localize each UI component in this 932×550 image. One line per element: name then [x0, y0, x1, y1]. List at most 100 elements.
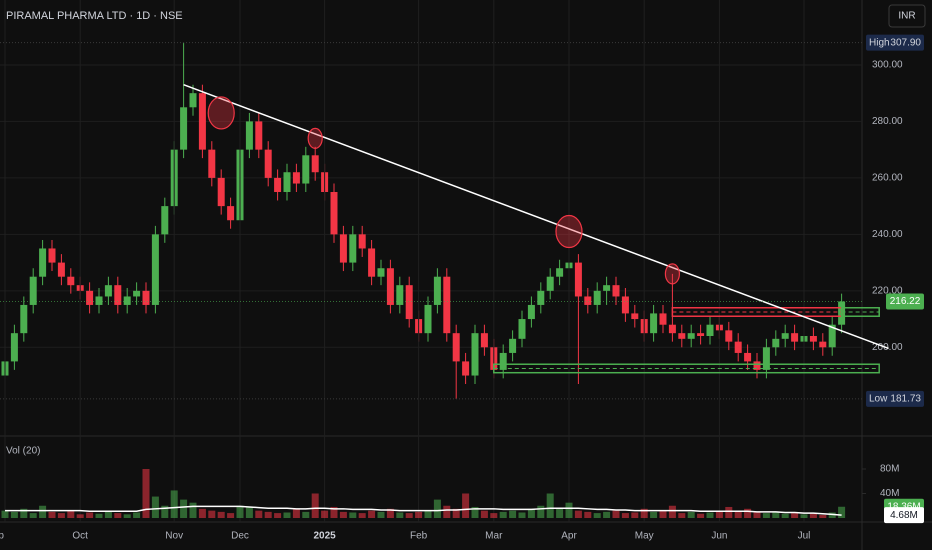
vol-tick-label: 40M [880, 488, 899, 499]
candle-body [349, 234, 357, 263]
candle-body [509, 338, 517, 353]
volume-bar [565, 502, 573, 518]
candle-body [292, 172, 300, 184]
candle-body [537, 290, 545, 305]
candle-body [39, 248, 47, 277]
candle-body [264, 149, 272, 178]
x-tick-label: Jul [798, 531, 811, 542]
candle-body [161, 206, 169, 235]
candle-body [245, 121, 253, 150]
volume-bar [311, 493, 319, 518]
volume-bar [20, 508, 28, 518]
candle-body [593, 290, 601, 305]
volume-tag-label: 4.68M [890, 510, 918, 521]
candle-body [753, 361, 761, 370]
last-price-label: 216.22 [890, 296, 921, 307]
tag-name: Low [869, 394, 888, 405]
candle-body [762, 347, 770, 370]
candle-body [142, 290, 150, 305]
volume-bar [386, 508, 394, 518]
volume-bar [678, 513, 686, 518]
candle-body [809, 336, 817, 342]
candle-body [20, 304, 28, 334]
candle-body [659, 313, 667, 325]
candle-body [443, 276, 451, 334]
volume-bar [725, 506, 733, 518]
trendline [183, 84, 889, 350]
volume-bar [236, 505, 244, 518]
candle-body [189, 93, 197, 108]
candle-body [819, 341, 827, 348]
volume-bar [10, 511, 18, 518]
candle-body [734, 341, 742, 353]
candle-body [10, 333, 18, 362]
candle-body [462, 361, 470, 376]
volume-bar [584, 511, 592, 518]
volume-bar [292, 508, 300, 518]
candle-body [29, 276, 37, 305]
volume-bar [603, 511, 611, 518]
volume-bar [621, 513, 629, 518]
volume-bar [358, 513, 366, 518]
candle-body [311, 155, 319, 173]
tag-box [866, 390, 924, 407]
volume-bar [245, 506, 253, 518]
currency-label[interactable]: INR [898, 11, 915, 22]
volume-bar [104, 511, 112, 518]
candle-body [114, 285, 122, 305]
volume-bar [781, 513, 789, 518]
volume-bar [819, 514, 827, 518]
volume-bar [640, 508, 648, 518]
x-tick-label: Dec [231, 531, 249, 542]
highlight-circle [207, 96, 235, 130]
candle-body [650, 313, 658, 334]
y-tick-label: 220.00 [872, 285, 903, 296]
chart-title: PIRAMAL PHARMA LTD · 1D · NSE [6, 10, 183, 22]
volume-bar [490, 513, 498, 518]
tag-name: High [869, 37, 890, 48]
volume-bar [264, 511, 272, 518]
candle-body [104, 285, 112, 297]
volume-bar [57, 513, 65, 518]
candle-body [274, 177, 282, 192]
volume-bar [443, 505, 451, 518]
volume-bar [283, 512, 291, 518]
volume-bar [198, 508, 206, 518]
candle-body [368, 248, 376, 277]
candle-body [358, 234, 366, 249]
volume-bar [302, 511, 310, 518]
candle-body [499, 352, 507, 370]
candle-body [452, 333, 460, 362]
candle-body [424, 304, 432, 334]
volume-bar [574, 510, 582, 518]
volume-bar [527, 508, 535, 518]
highlight-circle [307, 127, 323, 149]
x-tick-label: Sep [0, 531, 4, 542]
volume-bar [809, 513, 817, 518]
currency-button[interactable] [888, 4, 926, 28]
zone [840, 307, 880, 317]
candle-body [603, 285, 611, 291]
vol-tick-label: 80M [880, 464, 899, 475]
y-tick-label: 280.00 [872, 116, 903, 127]
volume-bar [377, 511, 385, 518]
candle-body [612, 285, 620, 297]
volume-bar [321, 510, 329, 518]
candle-body [744, 352, 752, 362]
candle-body [527, 304, 535, 320]
candle-body [302, 155, 310, 184]
tag-value: 181.73 [890, 394, 921, 405]
volume-bar [480, 510, 488, 518]
volume-bar [123, 514, 131, 518]
plots [0, 0, 862, 522]
volume-bar [29, 513, 37, 518]
x-tick-label: Mar [485, 531, 503, 542]
candle-body [621, 296, 629, 314]
y-tick-label: 300.00 [872, 60, 903, 71]
last-price-box [886, 293, 924, 310]
highlight-circle [555, 214, 583, 249]
candle-body [386, 268, 394, 305]
volume-bar [424, 510, 432, 518]
candle-body [396, 285, 404, 305]
